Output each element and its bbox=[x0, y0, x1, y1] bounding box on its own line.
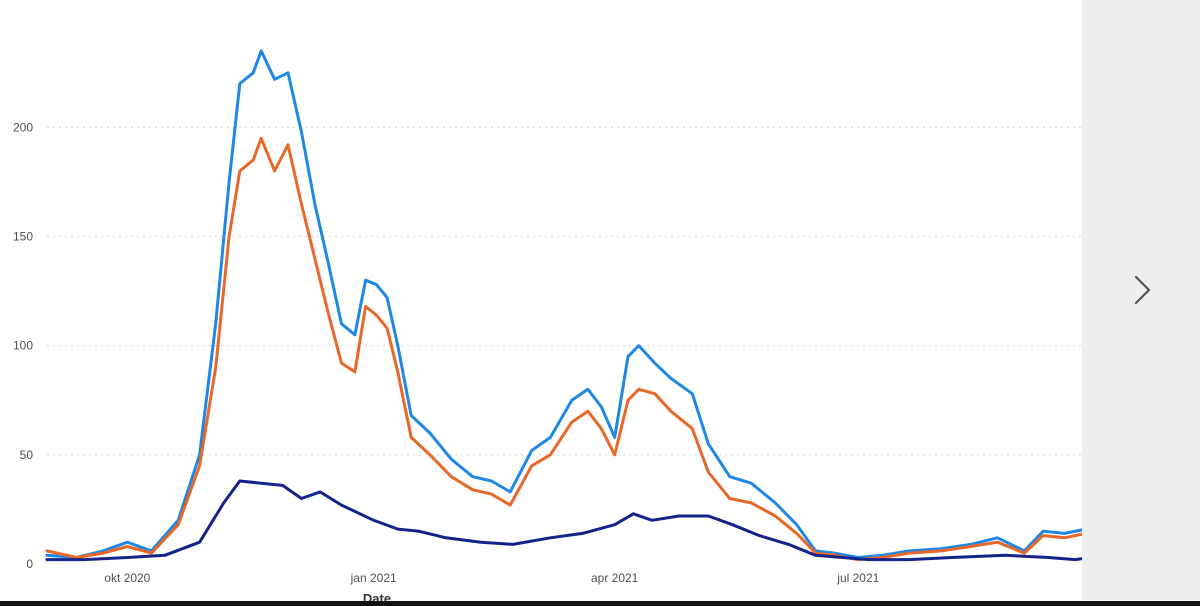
series-line-3 bbox=[45, 479, 1187, 562]
series-line-1 bbox=[45, 49, 1187, 559]
series-lines bbox=[45, 49, 1187, 562]
x-tick-label: okt 2020 bbox=[104, 571, 150, 585]
gridlines bbox=[47, 126, 1082, 456]
y-tick-label: 150 bbox=[13, 230, 33, 244]
y-tick-label: 200 bbox=[13, 120, 33, 134]
x-tick-label: jul 2021 bbox=[836, 571, 879, 585]
x-tick-label: jan 2021 bbox=[350, 571, 397, 585]
bottom-border bbox=[0, 601, 1200, 606]
y-tick-label: 50 bbox=[20, 448, 34, 462]
y-tick-label: 0 bbox=[26, 557, 33, 571]
y-tick-label: 100 bbox=[13, 339, 33, 353]
side-panel bbox=[1082, 0, 1200, 600]
x-tick-label: apr 2021 bbox=[591, 571, 639, 585]
series-line-2 bbox=[45, 136, 1187, 562]
chevron-right-icon bbox=[1134, 275, 1151, 305]
y-axis-ticks: 0 50 100 150 200 bbox=[13, 120, 33, 571]
next-page-button[interactable] bbox=[1116, 262, 1168, 318]
